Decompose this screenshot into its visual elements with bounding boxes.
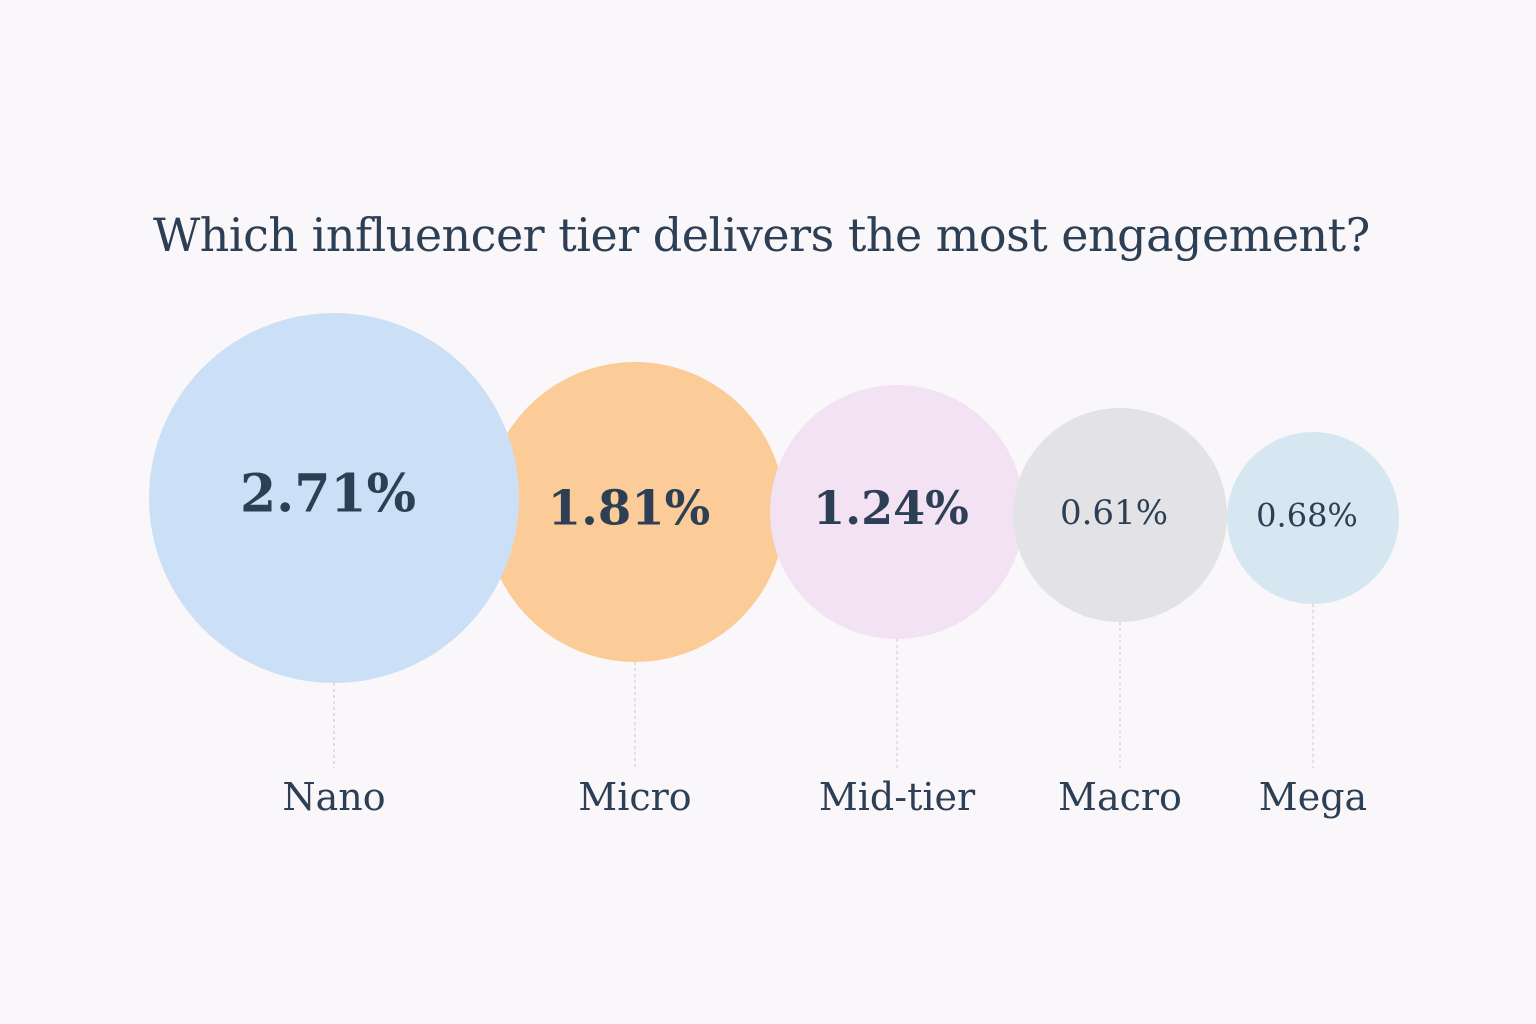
chart-title: Which influencer tier delivers the most … [153,208,1370,262]
value-label-mid-tier: 1.24% [813,481,969,535]
value-label-micro: 1.81% [548,481,711,537]
category-label-mega: Mega [1259,775,1367,819]
value-label-macro: 0.61% [1060,493,1168,533]
bubble-nano [149,313,519,683]
bubbles [149,313,1399,683]
bubble-micro [485,362,785,662]
category-label-macro: Macro [1058,775,1182,819]
bubble-mega [1227,432,1399,604]
value-label-mega: 0.68% [1256,497,1358,535]
leader-lines [333,604,1314,768]
bubble-macro [1013,408,1227,622]
value-label-nano: 2.71% [240,464,416,525]
bubble-mid-tier [770,385,1024,639]
value-labels: 2.71% 1.81% 1.24% 0.61% 0.68% [240,464,1358,537]
category-label-mid-tier: Mid-tier [819,775,976,819]
category-label-nano: Nano [282,775,385,819]
category-label-micro: Micro [578,775,691,819]
category-labels: Nano Micro Mid-tier Macro Mega [282,775,1367,819]
